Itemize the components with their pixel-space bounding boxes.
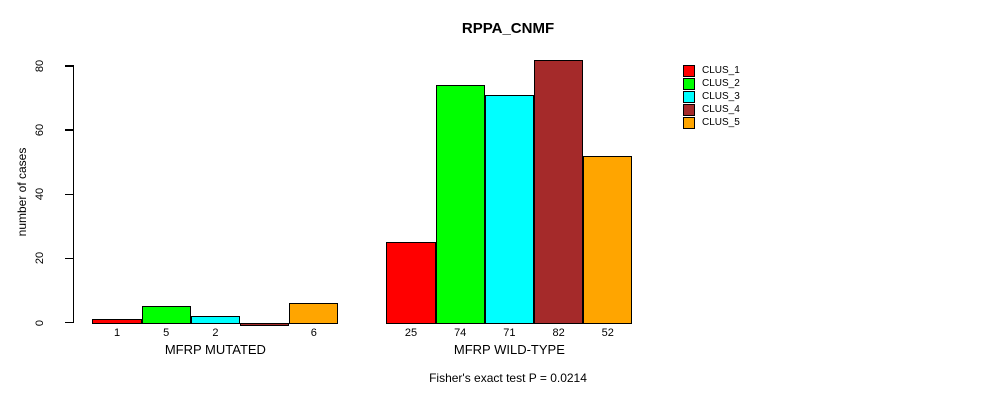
bar-value-label: 71: [503, 326, 516, 339]
legend-label: CLUS_4: [702, 104, 740, 115]
bar-value-label: 82: [552, 326, 565, 339]
y-tick-label: 20: [34, 252, 46, 265]
y-tick-label: 40: [34, 188, 46, 201]
legend-swatch: [683, 104, 695, 116]
legend-label: CLUS_5: [702, 117, 740, 128]
bar-clus-5: [583, 155, 633, 324]
bar-value-label: 6: [310, 326, 317, 339]
legend-item: CLUS_5: [683, 117, 740, 129]
y-tick: [65, 257, 73, 260]
legend-swatch: [683, 78, 695, 90]
legend-item: CLUS_2: [683, 78, 740, 90]
chart-title: RPPA_CNMF: [461, 20, 555, 37]
bar-clus-4: [534, 59, 584, 324]
bar-value-label: 2: [212, 326, 219, 339]
y-axis-line: [72, 65, 74, 324]
legend-swatch: [683, 91, 695, 103]
y-tick: [65, 65, 73, 67]
bar-clus-2: [435, 85, 485, 324]
y-tick: [65, 321, 73, 324]
legend: CLUS_1 CLUS_2 CLUS_3 CLUS_4 CLUS_5: [683, 65, 740, 129]
y-tick: [65, 193, 73, 195]
legend-label: CLUS_3: [702, 91, 740, 102]
category-label: MFRP WILD-TYPE: [453, 342, 565, 357]
bar-clus-2: [141, 306, 191, 324]
bar-clus-4: [240, 322, 290, 326]
legend-item: CLUS_1: [683, 65, 740, 77]
bar-value-label: 25: [404, 326, 418, 339]
legend-swatch: [683, 117, 695, 129]
fisher-test-caption: Fisher's exact test P = 0.0214: [429, 371, 587, 385]
category-label: MFRP MUTATED: [164, 342, 266, 357]
bar-clus-5: [289, 303, 339, 324]
bar-value-label: 74: [454, 326, 467, 339]
bar-value-label: 52: [601, 326, 614, 339]
y-tick-label: 0: [34, 319, 46, 326]
y-tick-label: 60: [34, 124, 46, 137]
bar-clus-1: [386, 242, 436, 324]
legend-item: CLUS_3: [683, 91, 740, 103]
y-tick-label: 80: [34, 59, 46, 73]
bar-value-label: 5: [163, 326, 170, 339]
bar-clus-1: [92, 319, 142, 324]
legend-item: CLUS_4: [683, 104, 740, 116]
bar-clus-3: [190, 316, 240, 324]
legend-label: CLUS_1: [702, 65, 740, 76]
bar-value-label: 1: [113, 326, 121, 339]
y-tick: [65, 129, 73, 131]
bar-clus-3: [484, 94, 534, 324]
legend-label: CLUS_2: [702, 78, 740, 89]
legend-swatch: [683, 65, 695, 77]
